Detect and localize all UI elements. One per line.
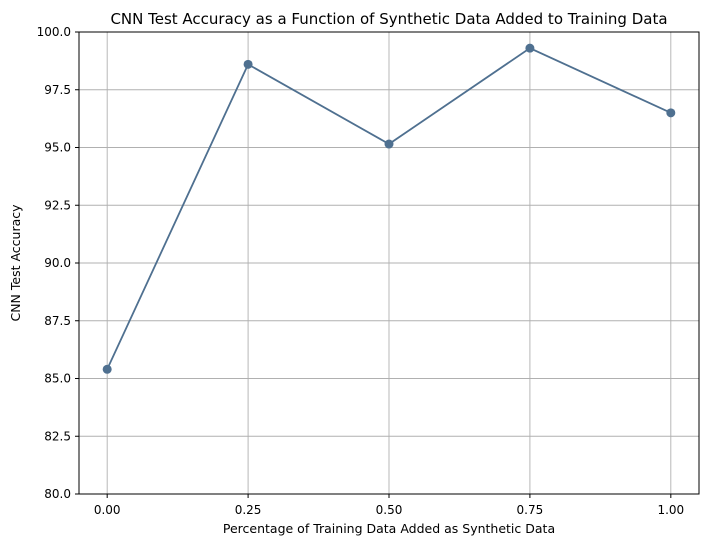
x-tick-label: 0.50 <box>376 503 403 517</box>
series-layer <box>102 43 676 374</box>
y-tick-label: 97.5 <box>44 83 71 97</box>
x-tick-label: 0.00 <box>94 503 121 517</box>
y-tick-label: 100.0 <box>37 25 71 39</box>
data-point <box>384 139 394 149</box>
y-tick-label: 92.5 <box>44 198 71 212</box>
y-axis-title: CNN Test Accuracy <box>8 204 23 322</box>
data-point <box>243 59 253 69</box>
data-point <box>525 43 535 53</box>
x-tick-label: 1.00 <box>657 503 684 517</box>
y-tick-label: 87.5 <box>44 314 71 328</box>
y-tick-label: 90.0 <box>44 256 71 270</box>
y-tick-label: 80.0 <box>44 487 71 501</box>
y-tick-label: 95.0 <box>44 141 71 155</box>
grid <box>79 31 699 495</box>
data-point <box>666 108 676 118</box>
y-tick-label: 82.5 <box>44 429 71 443</box>
x-tick-label: 0.25 <box>235 503 262 517</box>
data-point <box>102 364 112 374</box>
x-axis-title: Percentage of Training Data Added as Syn… <box>223 521 555 536</box>
chart-title: CNN Test Accuracy as a Function of Synth… <box>110 10 667 28</box>
y-tick-label: 85.0 <box>44 372 71 386</box>
x-tick-label: 0.75 <box>517 503 544 517</box>
ticks: 0.00 0.25 0.50 0.75 1.00 80.0 82.5 85.0 87.5 90.0… <box>37 25 685 517</box>
